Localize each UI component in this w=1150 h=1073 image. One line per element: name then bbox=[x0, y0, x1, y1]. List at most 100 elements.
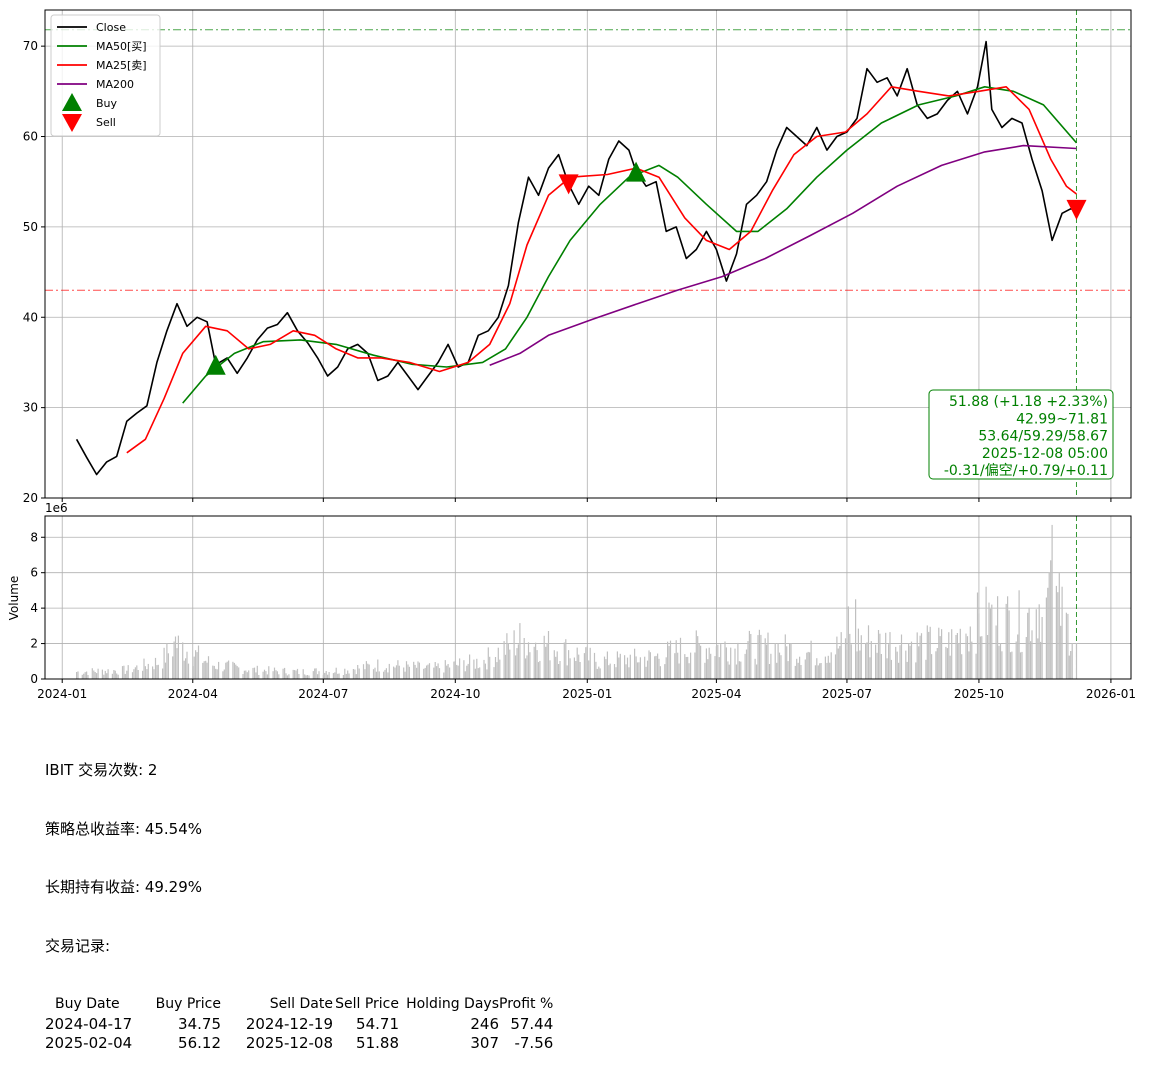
volume-bar bbox=[454, 660, 456, 679]
volume-bar bbox=[1068, 655, 1070, 679]
volume-bar bbox=[533, 646, 535, 679]
volume-bar bbox=[407, 664, 409, 679]
volume-bar bbox=[443, 672, 445, 679]
volume-bar bbox=[375, 671, 377, 679]
volume-bar bbox=[255, 672, 257, 679]
volume-bar bbox=[827, 655, 829, 679]
volume-bar bbox=[725, 647, 727, 679]
volume-bar bbox=[444, 660, 446, 679]
volume-bar bbox=[778, 652, 781, 679]
volume-bar bbox=[877, 630, 880, 679]
volume-bar bbox=[355, 674, 357, 679]
volume-bar bbox=[603, 656, 606, 679]
volume-bar bbox=[417, 661, 419, 679]
volume-bar bbox=[477, 668, 479, 679]
volume-bar bbox=[242, 674, 244, 679]
volume-bar bbox=[197, 645, 200, 679]
volume-bar bbox=[593, 652, 596, 679]
volume-bar bbox=[870, 641, 872, 679]
volume-bar bbox=[404, 671, 406, 679]
volume-bar bbox=[266, 674, 268, 679]
volume-bar bbox=[397, 660, 399, 679]
volume-bar bbox=[1038, 604, 1040, 679]
volume-bar bbox=[949, 655, 951, 679]
volume-bar bbox=[978, 613, 980, 679]
volume-bar bbox=[167, 653, 169, 679]
volume-bar bbox=[1025, 637, 1027, 679]
volume-bar bbox=[787, 661, 789, 679]
volume-bar bbox=[517, 644, 519, 679]
volume-bar bbox=[784, 634, 786, 679]
volume-bar bbox=[547, 631, 550, 679]
volume-bar bbox=[1050, 560, 1052, 679]
volume-bar bbox=[909, 645, 911, 679]
volume-bar bbox=[668, 646, 670, 679]
volume-bar bbox=[1021, 651, 1023, 679]
volume-bar bbox=[1067, 613, 1069, 679]
volume-bar bbox=[928, 631, 930, 679]
volume-bar bbox=[598, 666, 600, 679]
volume-bar bbox=[1071, 643, 1073, 679]
volume-bar bbox=[744, 653, 746, 679]
volume-bar bbox=[979, 636, 981, 679]
records-label: 交易记录: bbox=[45, 936, 111, 955]
legend-swatch bbox=[62, 114, 82, 132]
volume-bar bbox=[981, 636, 983, 679]
volume-bar bbox=[173, 641, 175, 679]
volume-bar bbox=[186, 651, 188, 679]
info-box-line: 42.99~71.81 bbox=[1016, 411, 1108, 427]
volume-bar bbox=[905, 650, 907, 679]
volume-bar bbox=[516, 648, 518, 679]
volume-bar bbox=[262, 671, 264, 679]
volume-bar bbox=[334, 672, 336, 679]
volume-bar bbox=[367, 663, 369, 679]
volume-bar bbox=[467, 663, 469, 679]
cell-sell-date: 2025-12-08 bbox=[245, 1034, 333, 1052]
cell-profit: -7.56 bbox=[514, 1034, 554, 1052]
x-tick-label: 2025-10 bbox=[954, 687, 1004, 701]
volume-bar bbox=[998, 645, 1000, 679]
volume-bar bbox=[228, 660, 230, 679]
volume-bar bbox=[645, 666, 647, 679]
volume-bar bbox=[1015, 641, 1017, 679]
volume-bar bbox=[342, 675, 344, 679]
volume-bar bbox=[1075, 643, 1078, 679]
volume-bar bbox=[312, 671, 314, 679]
volume-bar bbox=[463, 660, 465, 679]
volume-bar bbox=[563, 642, 565, 679]
volume-bar bbox=[537, 662, 540, 679]
volume-bar bbox=[856, 651, 858, 679]
volume-bar bbox=[839, 646, 841, 679]
volume-bar bbox=[387, 672, 389, 679]
volume-bar bbox=[335, 667, 337, 679]
x-tick-label: 2026-01 bbox=[1086, 687, 1136, 701]
volume-bar bbox=[1045, 597, 1047, 679]
volume-bar bbox=[790, 643, 792, 679]
volume-bar bbox=[469, 654, 471, 679]
volume-bar bbox=[265, 671, 267, 679]
volume-bar bbox=[348, 673, 350, 679]
volume-bar bbox=[434, 662, 436, 679]
volume-bar bbox=[278, 674, 280, 679]
header-sell-price: Sell Price bbox=[335, 996, 399, 1012]
sell-marker bbox=[1066, 199, 1087, 220]
y-tick-label: 50 bbox=[23, 220, 38, 234]
volume-y-ticks: 0 2 4 6 8 bbox=[30, 530, 45, 686]
volume-bar bbox=[786, 646, 788, 679]
volume-bar bbox=[1057, 592, 1059, 679]
volume-bar bbox=[799, 656, 801, 679]
volume-bar bbox=[288, 674, 290, 679]
volume-bar bbox=[384, 669, 386, 679]
volume-bar bbox=[946, 648, 948, 679]
volume-bar bbox=[919, 635, 921, 679]
volume-bar bbox=[133, 669, 135, 679]
volume-bar bbox=[698, 643, 700, 679]
volume-bar bbox=[205, 660, 207, 679]
volume-bar bbox=[1040, 641, 1042, 679]
volume-bar bbox=[545, 646, 547, 679]
volume-bar bbox=[437, 663, 439, 679]
volume-bar bbox=[707, 659, 709, 679]
volume-bar bbox=[143, 658, 145, 679]
info-box-line: 53.64/59.29/58.67 bbox=[978, 429, 1108, 445]
volume-bar bbox=[483, 659, 485, 679]
